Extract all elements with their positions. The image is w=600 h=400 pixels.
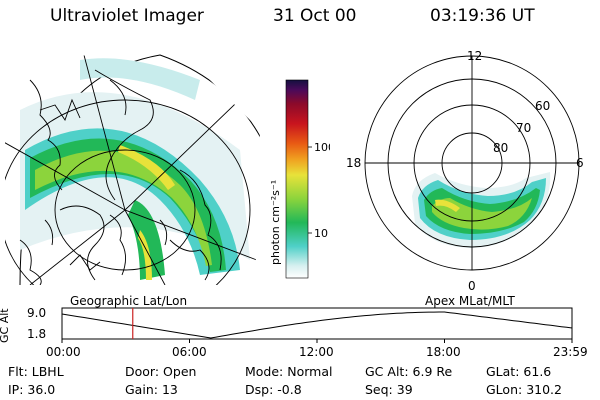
info-gain: Gain: 13 [125,382,178,397]
colorbar-tick-label-10: 10 [314,227,328,240]
instrument-title: Ultraviolet Imager [50,6,204,26]
polar-aurora-bright [435,199,460,212]
aurora-band-bright [118,145,175,190]
date-label: 31 Oct 00 [273,6,357,26]
mlat-label-70: 70 [516,121,531,135]
info-mode: Mode: Normal [245,364,333,379]
info-ip: IP: 36.0 [8,382,56,397]
polar-grid [364,55,580,271]
geographic-caption: Geographic Lat/Lon [70,294,188,308]
timeline-x-label-0000: 00:00 [46,345,81,359]
timeline-y-tick-top: 9.0 [27,306,47,320]
mlt-label-18: 18 [346,156,361,170]
aurora-patch-south [128,200,165,280]
info-dsp: Dsp: -0.8 [245,382,302,397]
timeline-x-label-2359: 23:59 [553,345,588,359]
timeline-y-tick-bottom: 1.8 [27,327,47,341]
colorbar-unit-label: photon cm⁻²s⁻¹ [269,180,282,265]
info-gc-alt: GC Alt: 6.9 Re [365,364,453,379]
info-seq: Seq: 39 [365,382,413,397]
info-glon: GLon: 310.2 [486,382,562,397]
colorbar-scale [285,79,309,279]
timeline-x-label-0600: 06:00 [172,345,207,359]
mlat-label-60: 60 [535,99,550,113]
mlt-label-6: 6 [576,156,584,170]
aurora-haze-north [80,58,200,100]
timeline-x-label-1200: 12:00 [299,345,334,359]
aurora-patch-bright [138,230,152,280]
timeline-x-label-1800: 18:00 [426,345,461,359]
time-label: 03:19:36 UT [430,6,535,26]
info-flt: Flt: LBHL [8,364,64,379]
colorbar: 100 10 photon cm⁻²s⁻¹ [269,79,330,279]
mlt-label-0: 0 [468,279,476,293]
mlat-label-80: 80 [493,141,508,155]
apex-caption: Apex MLat/MLT [425,294,515,308]
polar-aurora-inner [432,198,532,230]
info-glat: GLat: 61.6 [486,364,552,379]
orbit-timeline [61,307,573,343]
timeline-frame [61,307,573,340]
geographic-map-panel [5,50,260,285]
polar-plot-panel: 12 18 6 0 60 70 80 [346,49,584,293]
mlt-label-12: 12 [467,49,482,63]
geo-grid [5,50,260,285]
timeline-x-ticks [61,339,573,343]
colorbar-tick-label-100: 100 [314,141,330,154]
info-door: Door: Open [125,364,197,379]
orbit-altitude-curve [61,311,573,339]
